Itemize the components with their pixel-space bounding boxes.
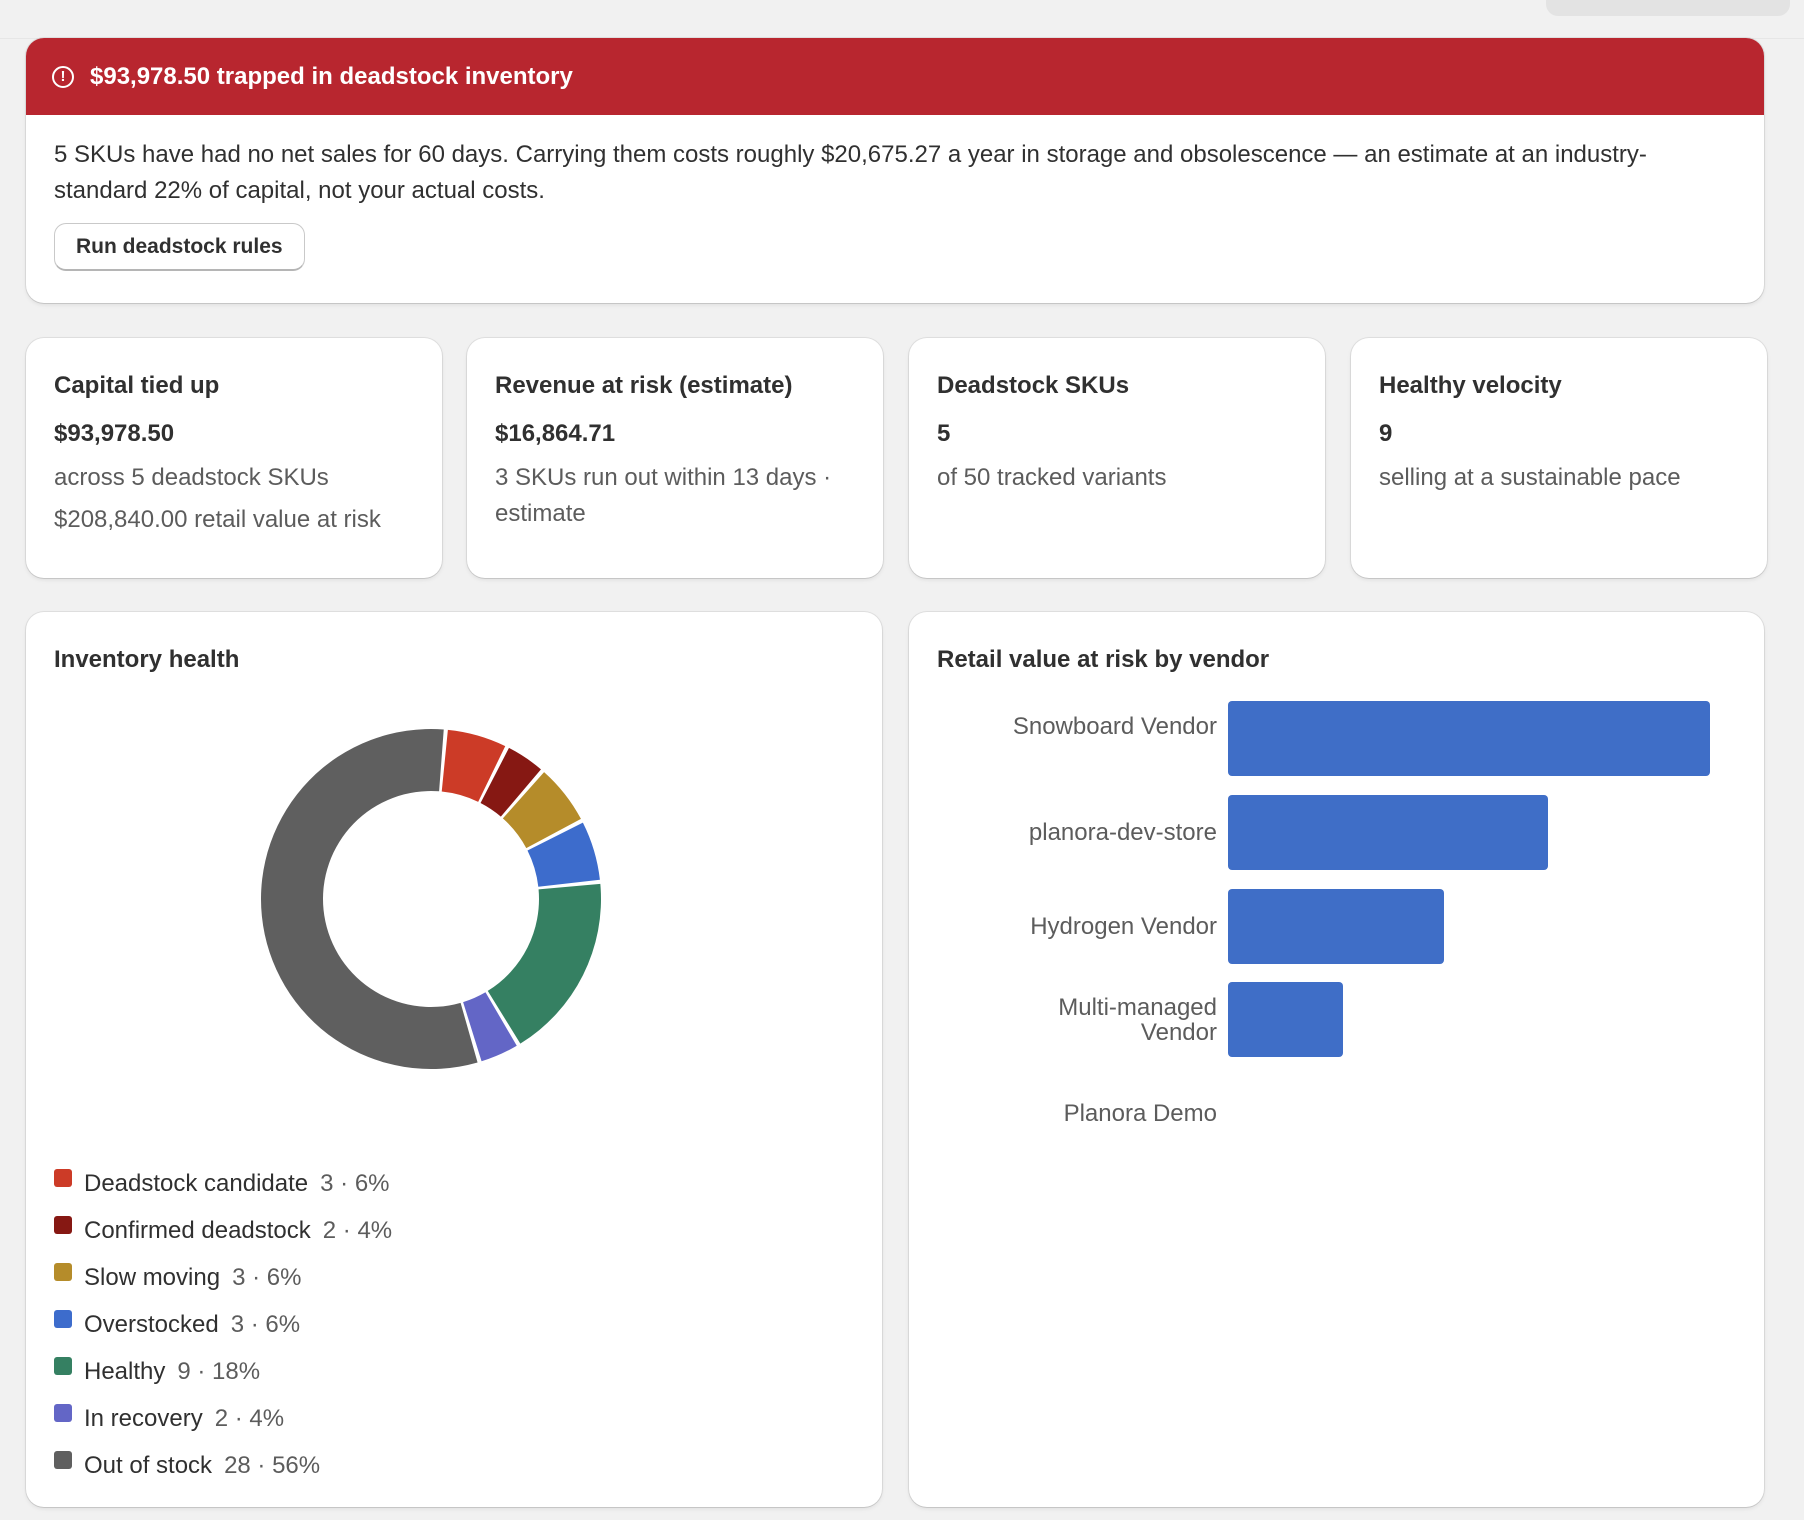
deadstock-alert-banner: ! $93,978.50 trapped in deadstock invent… bbox=[26, 38, 1764, 303]
alert-header: ! $93,978.50 trapped in deadstock invent… bbox=[26, 38, 1764, 115]
vendor-bar[interactable] bbox=[1228, 701, 1710, 776]
stat-title: Healthy velocity bbox=[1379, 372, 1562, 399]
legend-label: Deadstock candidate bbox=[84, 1169, 309, 1197]
donut-slice-in-recovery[interactable] bbox=[463, 992, 517, 1062]
inventory-health-donut-chart bbox=[261, 729, 601, 1069]
stat-subtext: across 5 deadstock SKUs bbox=[54, 464, 329, 491]
vendor-label: Planora Demo bbox=[1063, 1100, 1217, 1127]
stat-card-capital: Capital tied up $93,978.50 across 5 dead… bbox=[26, 338, 442, 578]
stat-card-healthy-velocity: Healthy velocity 9 selling at a sustaina… bbox=[1351, 338, 1767, 578]
top-bar-control[interactable] bbox=[1546, 0, 1790, 16]
vendor-bar-row: Planora Demo bbox=[909, 1076, 1764, 1151]
stat-subtext: of 50 tracked variants bbox=[937, 464, 1167, 491]
vendor-risk-panel: Retail value at risk by vendor Snowboard… bbox=[909, 612, 1764, 1507]
stat-card-deadstock-skus: Deadstock SKUs 5 of 50 tracked variants bbox=[909, 338, 1325, 578]
legend-item: Healthy 9 · 18% bbox=[54, 1348, 392, 1395]
legend-label: In recovery bbox=[84, 1404, 203, 1432]
donut-slice-deadstock-candidate[interactable] bbox=[441, 729, 506, 802]
donut-slice-slow-moving[interactable] bbox=[502, 772, 581, 849]
panel-title: Inventory health bbox=[54, 646, 240, 673]
run-deadstock-rules-button[interactable]: Run deadstock rules bbox=[54, 223, 305, 271]
vendor-bar[interactable] bbox=[1228, 982, 1343, 1057]
stat-value: $16,864.71 bbox=[495, 420, 616, 447]
vendor-bar-row: planora-dev-store bbox=[909, 795, 1764, 870]
stat-subtext-secondary: $208,840.00 retail value at risk bbox=[54, 506, 381, 533]
stat-title: Capital tied up bbox=[54, 372, 220, 399]
legend-swatch bbox=[54, 1403, 72, 1422]
vendor-label: planora-dev-store bbox=[1028, 819, 1217, 846]
legend-count: 3 · 6% bbox=[320, 1169, 390, 1197]
stat-card-revenue-at-risk: Revenue at risk (estimate) $16,864.71 3 … bbox=[467, 338, 883, 578]
donut-slice-healthy[interactable] bbox=[487, 883, 601, 1044]
vendor-label: Hydrogen Vendor bbox=[1030, 913, 1217, 940]
panel-title: Retail value at risk by vendor bbox=[937, 646, 1270, 673]
stat-title: Deadstock SKUs bbox=[937, 372, 1130, 399]
donut-slice-confirmed-deadstock[interactable] bbox=[480, 747, 541, 817]
legend-swatch bbox=[54, 1168, 72, 1187]
stat-subtext: 3 SKUs run out within 13 days · estimate bbox=[495, 464, 832, 527]
alert-body: 5 SKUs have had no net sales for 60 days… bbox=[26, 115, 1742, 271]
vendor-bar[interactable] bbox=[1228, 795, 1549, 870]
alert-circle-icon: ! bbox=[52, 65, 74, 88]
legend-swatch bbox=[54, 1215, 72, 1234]
alert-message: 5 SKUs have had no net sales for 60 days… bbox=[54, 141, 1647, 204]
legend-count: 3 · 6% bbox=[230, 1310, 301, 1338]
stat-title: Revenue at risk (estimate) bbox=[495, 372, 793, 399]
legend-item: Slow moving 3 · 6% bbox=[54, 1254, 392, 1301]
vendor-bar-row: Snowboard Vendor bbox=[909, 701, 1764, 776]
inventory-health-panel: Inventory health Deadstock candidate 3 ·… bbox=[26, 612, 882, 1507]
legend-item: Confirmed deadstock 2 · 4% bbox=[54, 1207, 392, 1254]
legend-count: 3 · 6% bbox=[232, 1263, 302, 1291]
vendor-bar-row: Hydrogen Vendor bbox=[909, 889, 1764, 964]
vendor-bar-row: Multi-managed Vendor bbox=[909, 982, 1764, 1057]
vendor-label: Snowboard Vendor bbox=[1012, 713, 1217, 740]
legend-item: Out of stock 28 · 56% bbox=[54, 1442, 392, 1489]
alert-title: $93,978.50 trapped in deadstock inventor… bbox=[90, 62, 573, 90]
donut-slice-out-of-stock[interactable] bbox=[261, 729, 478, 1069]
stat-value: 5 bbox=[937, 420, 951, 447]
legend-label: Healthy bbox=[84, 1357, 166, 1385]
legend-item: Deadstock candidate 3 · 6% bbox=[54, 1160, 392, 1207]
legend-count: 2 · 4% bbox=[322, 1216, 393, 1244]
donut-slice-overstocked[interactable] bbox=[527, 822, 600, 887]
stat-subtext: selling at a sustainable pace bbox=[1379, 464, 1681, 491]
legend-label: Overstocked bbox=[84, 1310, 219, 1338]
legend-label: Out of stock bbox=[84, 1451, 213, 1479]
legend-swatch bbox=[54, 1356, 72, 1375]
legend-swatch bbox=[54, 1450, 72, 1469]
legend-swatch bbox=[54, 1262, 72, 1281]
vendor-label: Multi-managed Vendor bbox=[1058, 994, 1217, 1046]
legend-count: 28 · 56% bbox=[224, 1451, 321, 1479]
legend-label: Confirmed deadstock bbox=[84, 1216, 311, 1244]
stat-value: 9 bbox=[1379, 420, 1393, 447]
stat-value: $93,978.50 bbox=[54, 420, 175, 447]
legend-item: Overstocked 3 · 6% bbox=[54, 1301, 392, 1348]
legend-item: In recovery 2 · 4% bbox=[54, 1395, 392, 1442]
legend-count: 2 · 4% bbox=[214, 1404, 285, 1432]
chart-legend: Deadstock candidate 3 · 6% Confirmed dea… bbox=[54, 1160, 392, 1489]
legend-count: 9 · 18% bbox=[177, 1357, 261, 1385]
legend-swatch bbox=[54, 1309, 72, 1328]
legend-label: Slow moving bbox=[84, 1263, 221, 1291]
vendor-bar[interactable] bbox=[1228, 889, 1444, 964]
